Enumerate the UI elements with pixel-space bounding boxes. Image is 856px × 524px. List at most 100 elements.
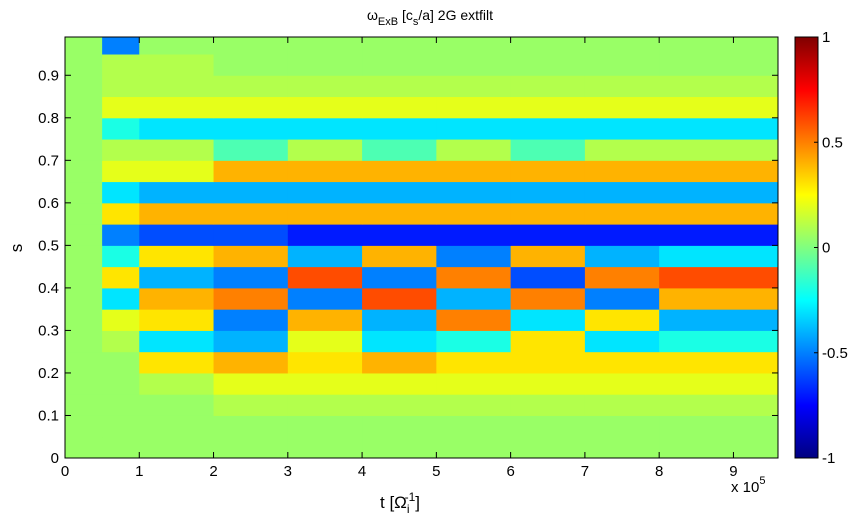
heatmap-cell [362,54,437,76]
heatmap-cell [362,181,437,204]
heatmap-cell [102,54,140,76]
heatmap-cell [659,54,779,76]
heatmap-cell [362,436,437,459]
heatmap-cell [362,96,437,119]
heatmap-cell [213,266,289,289]
heatmap-cell [584,436,660,459]
heatmap-cell [436,117,512,140]
heatmap-cell [65,351,103,374]
heatmap-cell [65,266,103,289]
heatmap-cell [659,372,779,395]
y-tick-label: 0.3 [38,322,59,339]
heatmap-cell [213,394,289,416]
colorbar-tick-label: 0.5 [822,134,843,151]
heatmap-cell [102,394,140,416]
heatmap-cell [65,415,103,438]
heatmap-cell [65,139,103,161]
heatmap-cell [510,372,586,395]
heatmap-cell [510,75,586,98]
heatmap-cell [102,351,140,374]
heatmap-cell [510,117,586,140]
heatmap-cell [510,96,586,119]
heatmap-cell [139,330,215,353]
y-tick-label: 0.7 [38,152,59,169]
heatmap-cell [102,96,140,119]
heatmap-cell [362,287,437,310]
heatmap-cell [584,54,660,76]
heatmap-cell [362,330,437,353]
heatmap-cell [659,75,779,98]
title-sub: s [413,16,419,28]
x-label-main: t [Ω [380,493,407,512]
heatmap-cell [213,202,289,225]
heatmap-cell [213,372,289,395]
heatmap-cell [287,54,363,76]
heatmap-cell [213,37,289,55]
heatmap-cell [287,37,363,55]
heatmap-cell [659,202,779,225]
heatmap-cell [584,75,660,98]
heatmap-cell [139,37,215,55]
heatmap-cell [139,181,215,204]
heatmap-cell [659,117,779,140]
heatmap-cell [139,436,215,459]
heatmap-cell [659,351,779,374]
heatmap-cell [659,96,779,119]
title-sub: ExB [378,16,398,28]
heatmap-cell [102,309,140,331]
heatmap-cell [139,96,215,119]
heatmap-cell [102,75,140,98]
x-tick-label: 2 [209,463,217,480]
heatmap-cell [139,394,215,416]
heatmap-cell [213,287,289,310]
heatmap-cell [102,330,140,353]
heatmap-cell [362,75,437,98]
heatmap-cell [65,287,103,310]
heatmap-cell [362,160,437,183]
heatmap-cell [436,245,512,268]
heatmap-cell [362,117,437,140]
heatmap-cell [287,266,363,289]
x-tick-label: 7 [581,463,589,480]
heatmap-cell [287,202,363,225]
heatmap-cell [139,75,215,98]
heatmap-cell [362,139,437,161]
heatmap-cell [659,266,779,289]
heatmap-cell [65,330,103,353]
y-tick-label: 0.4 [38,280,59,297]
heatmap-cell [436,415,512,438]
heatmap-cell [436,224,512,246]
heatmap-cell [213,351,289,374]
heatmap-cell [510,245,586,268]
heatmap-cell [213,309,289,331]
heatmap-cell [436,96,512,119]
heatmap-cell [436,75,512,98]
heatmap-cell [65,372,103,395]
heatmap-cell [65,224,103,246]
heatmap-cell [584,224,660,246]
x-tick-label: 8 [655,463,663,480]
heatmap-cell [102,160,140,183]
x-label-end: ] [415,493,420,512]
heatmap-cell [287,139,363,161]
heatmap-cell [139,202,215,225]
heatmap-cell [362,266,437,289]
heatmap-cell [139,309,215,331]
heatmap-cell [436,287,512,310]
heatmap-cell [213,160,289,183]
y-tick-label: 0.6 [38,195,59,212]
heatmap-cell [102,37,140,55]
heatmap-cell [436,37,512,55]
heatmap-cell [584,394,660,416]
heatmap-cell [213,96,289,119]
heatmap-cell [102,372,140,395]
heatmap-cell [102,436,140,459]
heatmap-cell [584,160,660,183]
heatmap-cell [362,415,437,438]
heatmap-cell [584,415,660,438]
heatmap-cell [436,394,512,416]
heatmap-cell [213,54,289,76]
colorbar-tick-label: -1 [822,450,835,467]
x-multiplier: x 105 [731,475,765,496]
x-axis-label: t [Ωi-1] [380,490,420,516]
